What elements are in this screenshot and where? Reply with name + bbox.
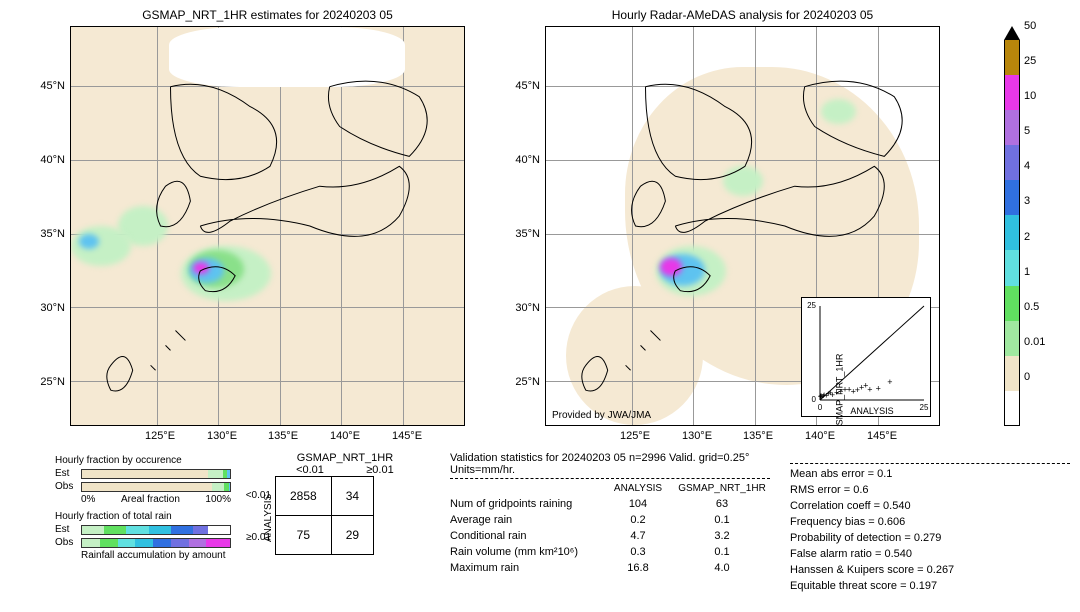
svg-text:+: +	[818, 391, 823, 401]
metric-row: Hanssen & Kuipers score = 0.267	[790, 564, 1070, 576]
metric-row: False alarm ratio = 0.540	[790, 548, 1070, 560]
metric-row: Probability of detection = 0.279	[790, 532, 1070, 544]
colorbar-tick: 0.5	[1024, 301, 1039, 313]
svg-text:ANALYSIS: ANALYSIS	[850, 406, 893, 416]
metric-row: Correlation coeff = 0.540	[790, 500, 1070, 512]
metric-row: RMS error = 0.6	[790, 484, 1070, 496]
svg-text:25: 25	[807, 301, 816, 310]
hbar-label: Est	[55, 524, 81, 535]
metric-row: Equitable threat score = 0.197	[790, 580, 1070, 592]
xtick: 135°E	[263, 430, 303, 442]
colorbar-tick: 5	[1024, 125, 1030, 137]
colorbar-tick: 25	[1024, 55, 1036, 67]
hbar-label: Obs	[55, 537, 81, 548]
colorbar-segment	[1004, 40, 1020, 75]
svg-text:+: +	[846, 384, 851, 394]
cont-row-label: ≥0.01	[235, 532, 271, 543]
validation-col1: ANALYSIS	[602, 483, 674, 494]
ytick: 45°N	[35, 80, 65, 92]
left-map	[70, 26, 465, 426]
right-map-title: Hourly Radar-AMeDAS analysis for 2024020…	[545, 8, 940, 22]
colorbar-segment	[1004, 286, 1020, 321]
colorbar-tick: 1	[1024, 266, 1030, 278]
svg-text:+: +	[855, 385, 860, 395]
ytick: 25°N	[35, 376, 65, 388]
colorbar: 502510543210.50.010	[1004, 26, 1020, 426]
totalrain-title: Hourly fraction of total rain	[55, 511, 235, 522]
validation-title: Validation statistics for 20240203 05 n=…	[450, 452, 770, 476]
colorbar-tick: 10	[1024, 90, 1036, 102]
left-map-title: GSMAP_NRT_1HR estimates for 20240203 05	[70, 8, 465, 22]
metric-row: Frequency bias = 0.606	[790, 516, 1070, 528]
colorbar-segment	[1004, 391, 1020, 426]
occ-xlabel: Areal fraction	[121, 494, 180, 505]
validation-row: Average rain0.20.1	[450, 514, 770, 526]
colorbar-tick: 50	[1024, 20, 1036, 32]
occurrence-title: Hourly fraction by occurence	[55, 455, 235, 466]
occ-xright: 100%	[205, 494, 231, 505]
svg-text:+: +	[887, 377, 892, 387]
colorbar-segment	[1004, 145, 1020, 180]
cont-row-label: <0.01	[235, 490, 271, 501]
colorbar-segment	[1004, 250, 1020, 285]
colorbar-segment	[1004, 180, 1020, 215]
colorbar-segment	[1004, 110, 1020, 145]
xtick: 125°E	[615, 430, 655, 442]
ytick: 45°N	[510, 80, 540, 92]
ytick: 30°N	[510, 302, 540, 314]
colorbar-cap-icon	[1004, 26, 1020, 40]
metric-row: Mean abs error = 0.1	[790, 468, 1070, 480]
colorbar-tick: 4	[1024, 160, 1030, 172]
hbar-label: Est	[55, 468, 81, 479]
hbar	[81, 538, 231, 548]
scatter-inset: ++++++++++++++++++++++ ANALYSIS 0 25 25 …	[801, 297, 931, 417]
validation-col2: GSMAP_NRT_1HR	[674, 483, 770, 494]
hbar	[81, 469, 231, 479]
hbar	[81, 482, 231, 492]
contingency-table: 285834 7529	[275, 476, 374, 555]
colorbar-segment	[1004, 75, 1020, 110]
svg-text:0: 0	[812, 395, 817, 404]
xtick: 140°E	[325, 430, 365, 442]
coastline-left	[71, 27, 464, 425]
ytick: 40°N	[35, 154, 65, 166]
ytick: 35°N	[510, 228, 540, 240]
cont-col-header: GSMAP_NRT_1HR	[275, 452, 415, 464]
colorbar-tick: 0	[1024, 371, 1030, 383]
validation-row: Num of gridpoints raining10463	[450, 498, 770, 510]
svg-text:+: +	[863, 381, 868, 391]
ytick: 25°N	[510, 376, 540, 388]
rainfall-footer: Rainfall accumulation by amount	[81, 550, 235, 561]
xtick: 135°E	[738, 430, 778, 442]
xtick: 130°E	[202, 430, 242, 442]
validation-row: Maximum rain16.84.0	[450, 562, 770, 574]
colorbar-segment	[1004, 215, 1020, 250]
xtick: 145°E	[387, 430, 427, 442]
svg-text:25: 25	[920, 403, 929, 412]
colorbar-segment	[1004, 356, 1020, 391]
colorbar-tick: 0.01	[1024, 336, 1045, 348]
hbar-label: Obs	[55, 481, 81, 492]
colorbar-tick: 3	[1024, 195, 1030, 207]
provider-label: Provided by JWA/JMA	[552, 410, 651, 421]
ytick: 35°N	[35, 228, 65, 240]
validation-row: Conditional rain4.73.2	[450, 530, 770, 542]
cont-col-label: ≥0.01	[345, 464, 415, 476]
colorbar-segment	[1004, 321, 1020, 356]
hbar	[81, 525, 231, 535]
svg-text:+: +	[876, 384, 881, 394]
right-map: Provided by JWA/JMA ++++++++++++++++++++…	[545, 26, 940, 426]
xtick: 140°E	[800, 430, 840, 442]
xtick: 145°E	[862, 430, 902, 442]
occ-xleft: 0%	[81, 494, 95, 505]
ytick: 30°N	[35, 302, 65, 314]
cont-col-label: <0.01	[275, 464, 345, 476]
xtick: 130°E	[677, 430, 717, 442]
ytick: 40°N	[510, 154, 540, 166]
validation-row: Rain volume (mm km²10⁶)0.30.1	[450, 546, 770, 558]
scatter-ylabel: GSMAP_NRT_1HR	[834, 354, 844, 425]
colorbar-tick: 2	[1024, 231, 1030, 243]
svg-text:0: 0	[818, 403, 823, 412]
xtick: 125°E	[140, 430, 180, 442]
